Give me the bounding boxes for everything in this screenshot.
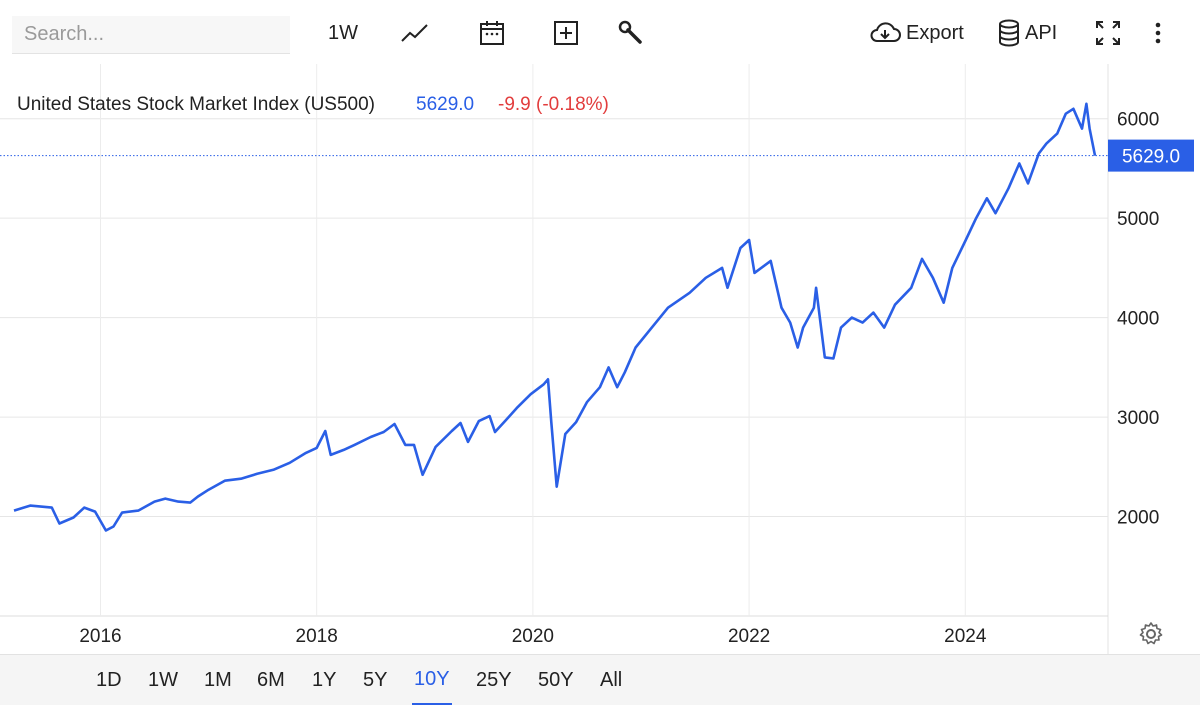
- y-tick-label: 5000: [1117, 209, 1159, 230]
- more-vertical-icon[interactable]: [1148, 14, 1168, 52]
- x-tick-label: 2016: [79, 626, 121, 647]
- interval-button[interactable]: 1W: [328, 14, 358, 52]
- interval-label: 1W: [328, 21, 358, 44]
- y-tick-label: 6000: [1117, 110, 1159, 131]
- toolbar: 1W Export API: [0, 0, 1200, 64]
- last-value: 5629.0: [416, 94, 474, 115]
- range-button-6m[interactable]: 6M: [257, 668, 285, 691]
- change-value: -9.9 (-0.18%): [498, 94, 609, 115]
- x-tick-label: 2024: [944, 626, 987, 647]
- range-button-5y[interactable]: 5Y: [363, 668, 388, 691]
- range-button-50y[interactable]: 50Y: [538, 668, 574, 691]
- y-tick-label: 3000: [1117, 408, 1159, 429]
- range-bar: 1D 1W 1M 6M 1Y 5Y 10Y 25Y 50Y All: [0, 654, 1200, 705]
- range-button-1y[interactable]: 1Y: [312, 668, 337, 691]
- wrench-icon[interactable]: [617, 14, 645, 52]
- range-button-1m[interactable]: 1M: [204, 668, 232, 691]
- range-button-25y[interactable]: 25Y: [476, 668, 512, 691]
- line-chart-icon[interactable]: [400, 14, 430, 52]
- export-button[interactable]: Export: [868, 14, 964, 52]
- chart-area: 2000 3000 4000 5000 6000 2016 2018 2020 2022 2024…: [0, 64, 1200, 654]
- fullscreen-icon[interactable]: [1094, 14, 1122, 52]
- price-tag: [1108, 139, 1194, 172]
- search-input[interactable]: [12, 16, 290, 54]
- api-label: API: [1025, 21, 1058, 44]
- range-button-1d[interactable]: 1D: [96, 668, 122, 691]
- calendar-icon[interactable]: [478, 14, 506, 52]
- database-icon: [999, 19, 1019, 47]
- range-button-10y[interactable]: 10Y: [412, 655, 452, 705]
- chart-title: United States Stock Market Index (US500): [17, 94, 375, 115]
- x-tick-label: 2018: [296, 626, 338, 647]
- series-line: [13, 102, 1097, 532]
- line-chart: 2000 3000 4000 5000 6000 2016 2018 2020 2022 2024…: [0, 64, 1194, 654]
- plus-box-icon[interactable]: [552, 14, 580, 52]
- api-button[interactable]: API: [997, 14, 1057, 52]
- y-tick-label: 2000: [1117, 508, 1159, 529]
- export-label: Export: [906, 21, 964, 44]
- range-button-all[interactable]: All: [600, 668, 623, 691]
- y-tick-label: 4000: [1117, 309, 1159, 330]
- x-tick-label: 2022: [728, 626, 770, 647]
- settings-gear-icon[interactable]: [1137, 620, 1165, 648]
- range-button-1w[interactable]: 1W: [148, 668, 178, 691]
- x-tick-label: 2020: [512, 626, 554, 647]
- price-tag-label: 5629.0: [1122, 147, 1180, 168]
- cloud-download-icon: [870, 22, 901, 42]
